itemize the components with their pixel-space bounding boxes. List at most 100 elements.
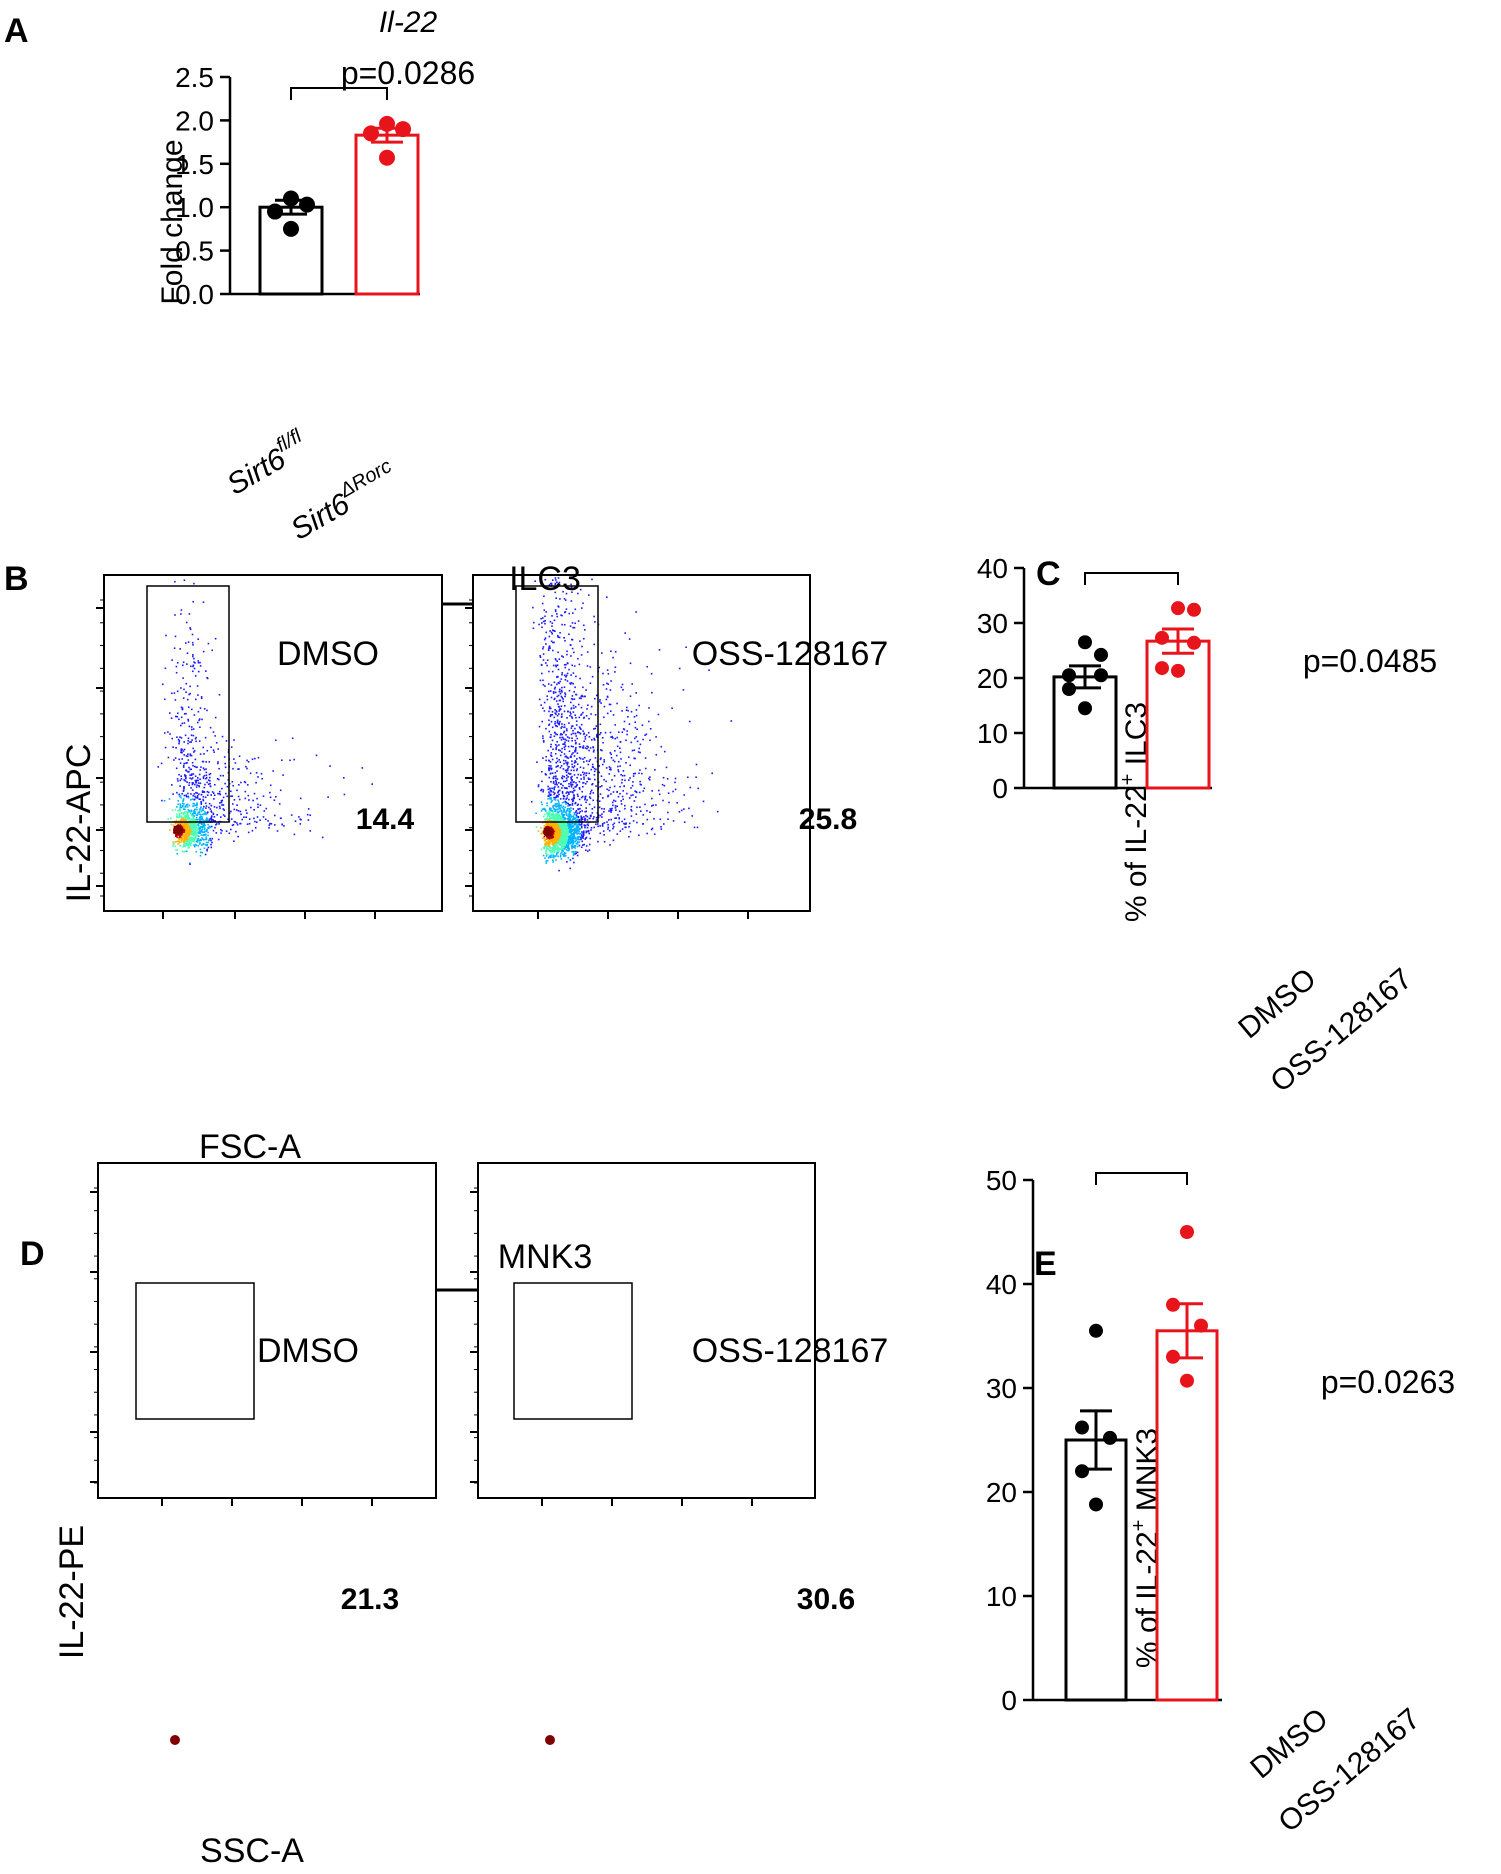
flow-b-plot-1-event (561, 725, 563, 728)
flow-b-plot-0-event (167, 818, 169, 820)
flow-b-plot-1-event (564, 745, 567, 747)
flow-b-plot-1-event (546, 802, 548, 804)
flow-b-plot-0-event (220, 800, 223, 802)
flow-b-plot-1-event (630, 741, 633, 744)
flow-b-plot-0-event (210, 846, 213, 849)
flow-b-plot-0-event (197, 827, 199, 829)
flow-b-plot-1-event (564, 829, 566, 832)
flow-b-plot-1-event (559, 736, 561, 739)
flow-b-plot-1-event (648, 779, 651, 781)
flow-b-plot-0-event (203, 838, 205, 841)
flow-b-plot-1-event (586, 823, 589, 826)
flow-b-plot-0-event (221, 735, 224, 738)
flow-b-plot-1-event (628, 779, 630, 781)
flow-b-plot-0-event (193, 839, 196, 841)
flow-b-plot-1-event (581, 822, 583, 824)
flow-b-plot-0-event (210, 811, 213, 813)
flow-b-plot-1-event (586, 745, 588, 748)
flow-b-plot-0-event (192, 819, 194, 822)
flow-b-plot-1-event (562, 828, 564, 830)
flow-b-plot-1-event (562, 738, 565, 740)
flow-b-plot-0-event (261, 777, 263, 780)
flow-b-plot-0-event (199, 813, 201, 816)
flow-b-plot-1-event (570, 784, 572, 786)
flow-b-plot-1-event (569, 711, 571, 713)
flow-b-plot-1-event (538, 698, 541, 701)
flow-b-plot-1-event (557, 822, 560, 825)
flow-b-plot-0-event (253, 817, 255, 820)
flow-b-plot-1-event (576, 826, 578, 828)
flow-b-plot-0-event (269, 791, 271, 794)
flow-b-plot-1-event (557, 804, 560, 806)
flow-b-plot-0-event (187, 795, 190, 798)
flow-b-plot-1-event (635, 709, 638, 711)
flow-b-plot-0-event (256, 821, 258, 823)
flow-b-plot-0-event (204, 824, 206, 827)
flow-b-plot-1-event (617, 760, 620, 763)
flow-b-plot-0-event (177, 843, 180, 845)
flow-b-plot-0-event (183, 829, 186, 832)
flow-b-plot-0-event (193, 843, 195, 846)
flow-b-plot-1-event (667, 792, 670, 794)
flow-b-plot-0-event (181, 708, 184, 711)
flow-b-plot-1-event (632, 794, 634, 796)
flow-b-plot-1-event (564, 640, 566, 642)
flow-b-plot-1-event (566, 729, 568, 732)
flow-b-plot-1-event (561, 843, 564, 846)
flow-b-plot-1-event (640, 784, 642, 786)
flow-b-plot-0-event (224, 815, 226, 817)
flow-b-plot-0-event (208, 839, 210, 842)
flow-b-plot-0-event (200, 800, 202, 803)
flow-b-plot-0-event (196, 806, 198, 809)
flow-b-plot-0-event (274, 824, 276, 826)
flow-b-plot-1-event (557, 634, 559, 637)
flow-b-plot-1-event (548, 759, 550, 762)
flow-b-plot-1-event (547, 788, 550, 791)
flow-b-plot-1-event (574, 748, 577, 750)
flow-b-plot-1-event (576, 768, 579, 770)
flow-b-plot-1-event (568, 722, 570, 724)
flow-b-plot-1-event (575, 785, 577, 788)
flow-b-plot-0-event (178, 741, 181, 743)
flow-b-plot-1-event (580, 654, 583, 656)
flow-b-plot-0-event (209, 826, 212, 829)
flow-b-plot-0-event (219, 802, 221, 804)
flow-b-plot-0-event (196, 808, 198, 811)
flow-b-plot-1-event (565, 842, 567, 845)
flow-b-plot-1-event (558, 793, 560, 796)
flow-b-plot-0-event (201, 718, 203, 721)
flow-b-plot-1-event (560, 816, 562, 818)
flow-b-plot-1-event (602, 741, 604, 744)
flow-b-plot-1-event (581, 790, 583, 793)
flow-b-plot-0-event (203, 791, 206, 793)
flow-b-plot-1-event (563, 743, 565, 745)
flow-b-plot-1-event (554, 843, 557, 845)
flow-b-plot-1-event (558, 837, 560, 839)
flow-b-plot-1-event (566, 794, 569, 797)
flow-b-plot-1-event (548, 840, 551, 842)
flow-b-plot-1-event (552, 856, 554, 858)
flow-b-plot-1-event (551, 853, 553, 856)
flow-b-plot-1-event (591, 739, 593, 741)
flow-b-plot-1-event (628, 756, 630, 758)
flow-b-plot-0-event (162, 683, 164, 686)
flow-b-plot-0-event (186, 652, 189, 654)
flow-b-plot-1-event (554, 577, 557, 579)
flow-b-plot-0-event (267, 820, 269, 822)
flow-b-plot-0-event (193, 798, 196, 801)
flow-b-plot-0-event (185, 804, 188, 806)
flow-b-plot-1-event (665, 766, 668, 769)
chart-e-ytick-label: 40 (986, 1269, 1017, 1300)
flow-b-plot-1-event (569, 824, 572, 826)
flow-b-plot-1-event (554, 609, 557, 611)
flow-b-plot-1-event (580, 838, 582, 840)
flow-b-plot-1-event (616, 736, 618, 739)
flow-b-plot-1-event (683, 794, 685, 796)
chart-a-point-0 (299, 196, 315, 213)
flow-b-plot-1-event (561, 673, 563, 676)
flow-b-plot-1-event (554, 851, 556, 853)
flow-b-plot-0-event (269, 784, 272, 787)
flow-b-plot-1-event (548, 690, 550, 693)
flow-b-plot-0-event (181, 722, 184, 725)
flow-b-plot-1-event (572, 672, 575, 674)
